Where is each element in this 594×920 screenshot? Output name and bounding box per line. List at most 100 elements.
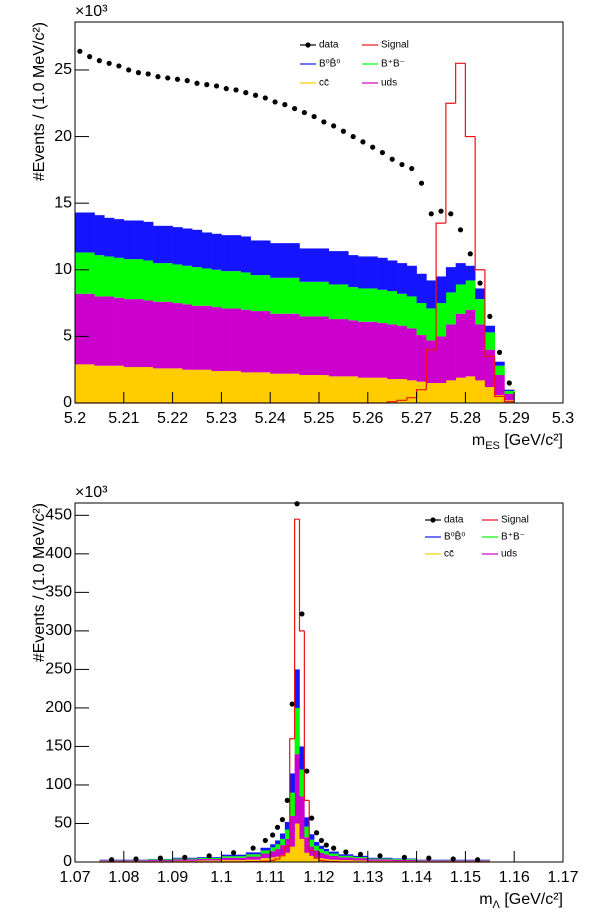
bar-segment xyxy=(162,368,173,403)
bar-segment xyxy=(358,321,369,378)
data-point xyxy=(223,86,229,92)
signal-step xyxy=(308,800,315,852)
bar-segment xyxy=(192,369,203,403)
bar-segment xyxy=(367,858,393,860)
bar-segment xyxy=(406,296,417,329)
y-tick-label: 200 xyxy=(45,699,72,716)
bar-segment xyxy=(133,367,144,403)
y-tick-label: 150 xyxy=(45,738,72,755)
bar-segment xyxy=(197,860,222,862)
data-point xyxy=(262,837,268,844)
data-point xyxy=(116,63,122,69)
data-point xyxy=(467,251,473,257)
bar-segment xyxy=(279,373,291,403)
y-tick-label: 400 xyxy=(45,545,72,562)
bar-segment xyxy=(304,852,310,862)
bar-segment xyxy=(377,323,388,378)
bar-segment xyxy=(445,267,456,293)
bar-segment xyxy=(484,332,495,350)
bar-segment xyxy=(319,281,330,317)
legend-marker xyxy=(305,42,311,48)
bar-segment xyxy=(387,379,398,403)
bar-segment xyxy=(84,212,95,253)
bar-segment xyxy=(94,365,105,403)
bar-segment xyxy=(299,375,310,403)
bar-segment xyxy=(353,856,369,859)
bar-segment xyxy=(445,380,456,403)
y-tick-label: 250 xyxy=(45,661,72,678)
bar-segment xyxy=(279,855,286,862)
bar-segment xyxy=(338,857,354,861)
x-tick-label: 1.14 xyxy=(401,869,432,886)
signal-step xyxy=(294,518,300,739)
bar-segment xyxy=(211,233,222,270)
bar-segment xyxy=(270,857,276,862)
bar-segment xyxy=(114,297,125,366)
data-point xyxy=(309,815,315,821)
signal-step xyxy=(484,269,495,357)
bar-segment xyxy=(143,367,154,403)
bar-segment xyxy=(270,844,276,848)
bar-segment xyxy=(284,821,291,830)
bar-segment xyxy=(260,850,271,854)
bar-segment xyxy=(260,853,271,859)
bar-segment xyxy=(426,280,437,309)
bar-segment xyxy=(221,856,247,858)
bar-segment xyxy=(162,263,173,302)
bar-segment xyxy=(387,324,398,380)
bar-segment xyxy=(231,371,242,403)
bar-segment xyxy=(304,837,310,853)
bar-segment xyxy=(245,852,261,855)
bar-segment xyxy=(172,859,198,861)
bar-segment xyxy=(358,288,369,322)
bar-segment xyxy=(436,276,447,304)
bar-segment xyxy=(309,839,315,847)
bar-segment xyxy=(221,271,232,309)
bar-segment xyxy=(153,263,164,302)
data-point xyxy=(145,71,151,77)
data-point xyxy=(133,856,139,862)
bar-segment xyxy=(319,316,330,376)
bar-segment xyxy=(455,263,466,285)
bar-segment xyxy=(426,383,437,403)
data-point xyxy=(318,837,325,844)
x-axis-label-part: ES xyxy=(485,440,500,452)
data-point xyxy=(270,832,276,838)
x-tick-label: 5.21 xyxy=(108,410,139,427)
bar-segment xyxy=(279,845,286,856)
bar-segment xyxy=(338,284,349,320)
signal-step xyxy=(313,850,319,859)
x-tick-label: 5.2 xyxy=(64,410,86,427)
bar-segment xyxy=(416,860,442,862)
data-point xyxy=(311,113,317,120)
bar-segment xyxy=(114,219,125,258)
bar-segment xyxy=(84,293,95,365)
signal-step xyxy=(474,136,485,271)
data-point xyxy=(243,90,249,96)
bar-segment xyxy=(289,313,300,374)
data-point xyxy=(496,349,503,355)
bar-segment xyxy=(289,792,295,816)
bar-segment xyxy=(348,287,359,321)
bar-segment xyxy=(455,377,466,403)
x-axis-label: mES [GeV/c²] xyxy=(472,432,563,452)
bar-segment xyxy=(397,293,408,326)
bar-segment xyxy=(270,313,281,374)
bar-segment xyxy=(114,365,125,403)
legend-label: cc̄ xyxy=(444,549,454,560)
y-tick-label: 15 xyxy=(54,194,72,211)
bar-segment xyxy=(270,851,276,858)
bar-segment xyxy=(284,829,291,839)
y-tick-label: 450 xyxy=(45,507,72,524)
x-tick-label: 1.1 xyxy=(210,869,232,886)
bar-segment xyxy=(304,826,310,838)
bar-segment xyxy=(270,847,276,852)
bar-segment xyxy=(328,251,339,285)
bar-segment xyxy=(309,375,320,403)
bar-segment xyxy=(484,325,495,333)
bar-segment xyxy=(270,277,281,314)
bar-segment xyxy=(319,248,330,282)
bar-segment xyxy=(377,377,388,403)
bar-segment xyxy=(289,277,300,314)
signal-step xyxy=(464,63,476,138)
